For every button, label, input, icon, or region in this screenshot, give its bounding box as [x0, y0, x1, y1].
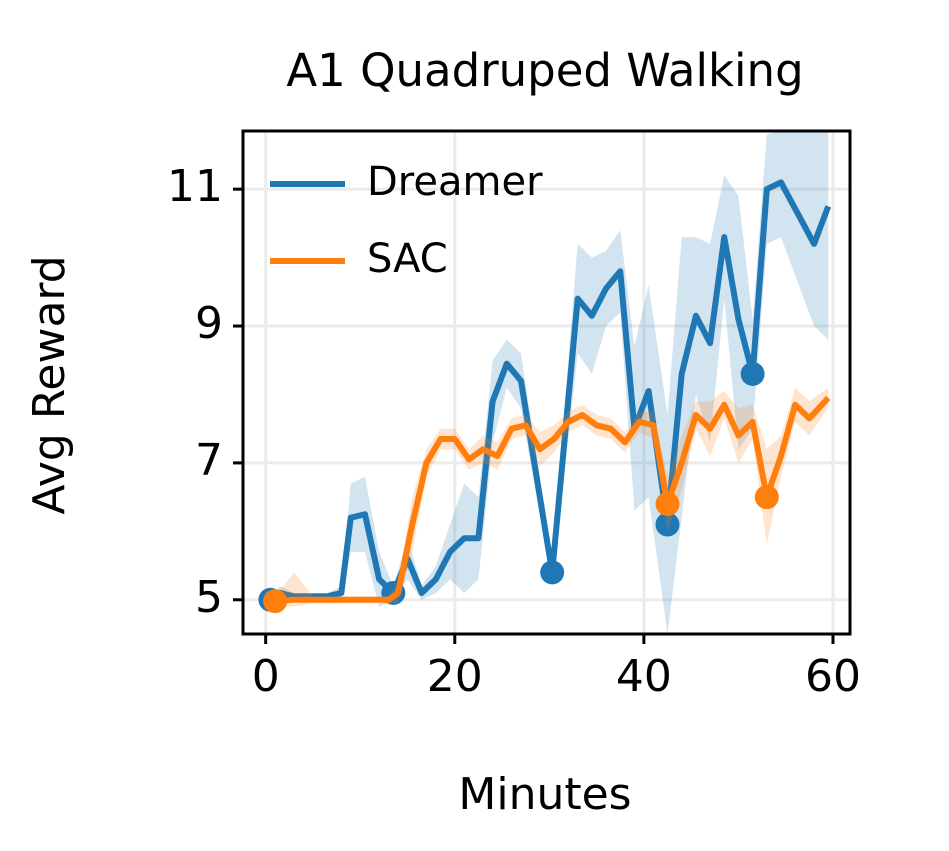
axes-frame	[241, 129, 852, 636]
y-tick-label: 9	[195, 298, 223, 349]
chart-title: A1 Quadruped Walking	[286, 44, 803, 97]
x-axis-label: Minutes	[458, 769, 631, 820]
legend: Dreamer SAC	[270, 159, 543, 282]
marker	[263, 589, 288, 614]
plot-area	[258, 131, 832, 634]
y-axis-label: Avg Reward	[24, 255, 75, 514]
y-tick-label: 11	[167, 161, 223, 212]
legend-label: Dreamer	[367, 159, 543, 205]
confidence-band	[270, 131, 829, 634]
x-tick-label: 0	[252, 651, 280, 702]
x-tick-label: 40	[616, 651, 672, 702]
x-tick-label: 60	[805, 651, 861, 702]
marker	[655, 491, 680, 516]
legend-label: SAC	[367, 236, 448, 282]
marker	[740, 361, 765, 386]
marker	[754, 485, 779, 510]
x-tick-label: 20	[427, 651, 483, 702]
ticks: 0 20 40 60 5 7 9 11	[167, 161, 861, 702]
series-line	[274, 395, 831, 605]
y-tick-label: 7	[195, 435, 223, 486]
marker	[540, 560, 565, 585]
marker	[655, 512, 680, 537]
series-line	[268, 179, 832, 603]
y-tick-label: 5	[195, 572, 223, 623]
